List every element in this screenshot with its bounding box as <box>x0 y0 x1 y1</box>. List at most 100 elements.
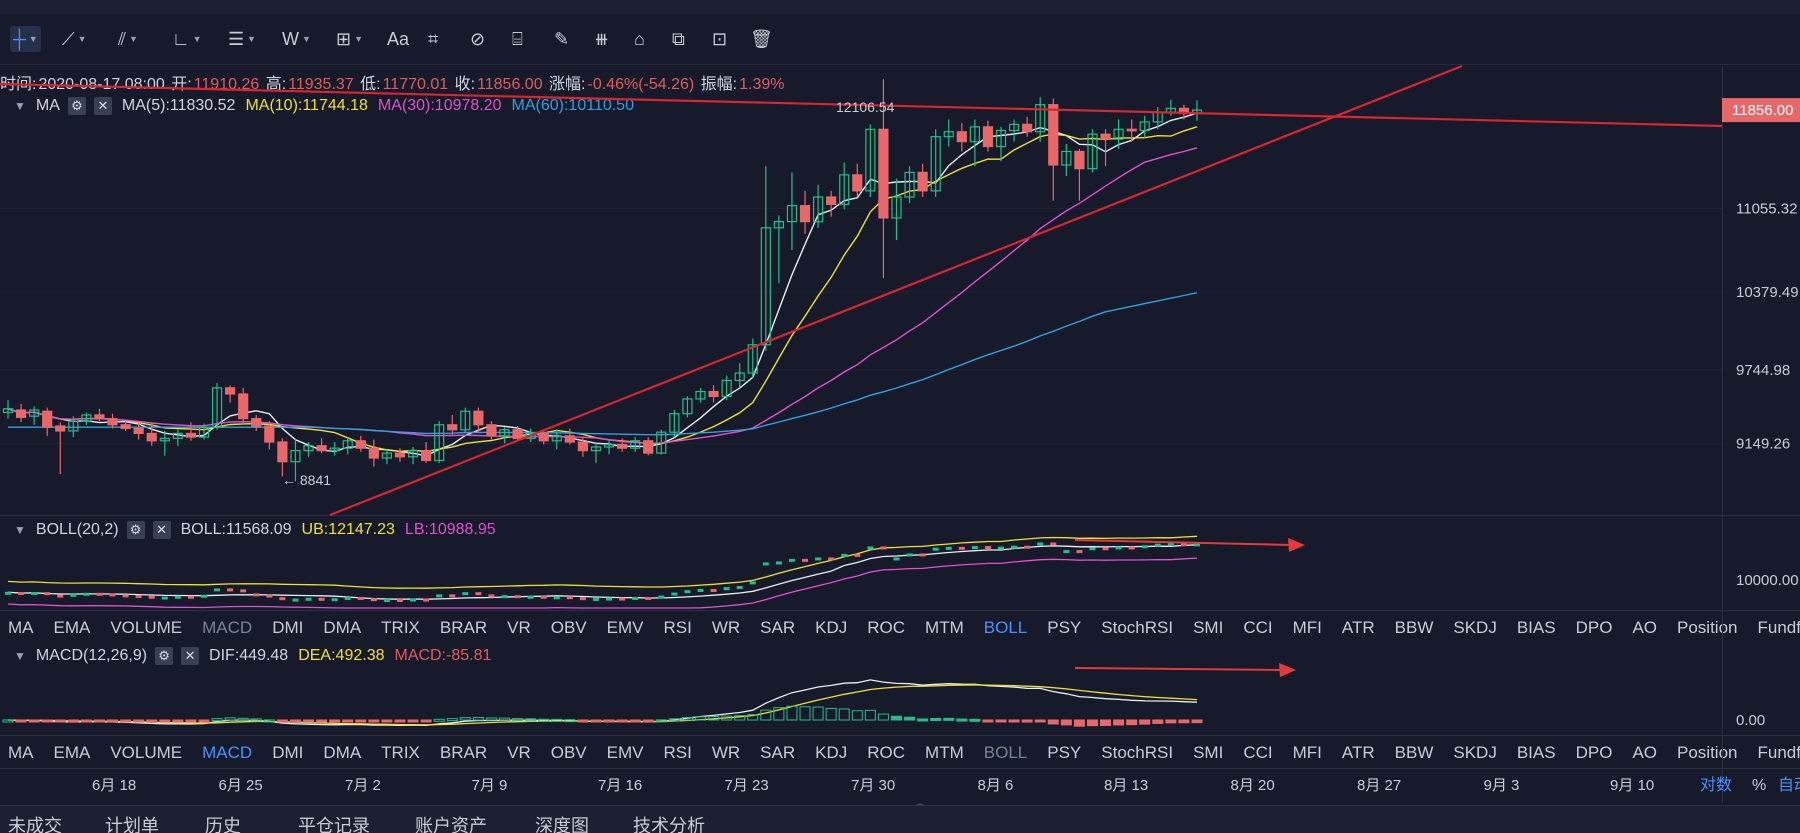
indicator-tab-kdj[interactable]: KDJ <box>815 618 848 637</box>
indicator-tab-mtm[interactable]: MTM <box>925 743 964 762</box>
indicator-tab-brar[interactable]: BRAR <box>439 743 488 762</box>
indicator-tab-sar[interactable]: SAR <box>760 618 796 637</box>
indicator-tab-dpo[interactable]: DPO <box>1575 618 1613 637</box>
fib-tool-icon[interactable]: ☰ ▼ <box>228 26 256 52</box>
macd-settings-icon[interactable]: ⚙ <box>155 647 174 665</box>
indicator-tab-emv[interactable]: EMV <box>606 618 644 637</box>
collapse-macd-icon[interactable]: ▼ <box>14 649 26 663</box>
indicator-tab-wr[interactable]: WR <box>711 618 741 637</box>
lock-tool-icon[interactable]: ⌂ <box>634 26 645 52</box>
bottom-tab-6[interactable]: 技术分析 <box>633 816 705 833</box>
indicator-tab-atr[interactable]: ATR <box>1341 743 1375 762</box>
indicator-tab-ema[interactable]: EMA <box>53 743 91 762</box>
indicator-tab-dmi[interactable]: DMI <box>272 743 304 762</box>
bottom-tab-0[interactable]: 未成交 <box>8 816 62 833</box>
bottom-tab-1[interactable]: 计划单 <box>105 816 159 833</box>
bottom-tab-2[interactable]: 历史 <box>205 816 241 833</box>
boll-close-icon[interactable]: ✕ <box>152 521 171 539</box>
indicator-tab-skdj[interactable]: SKDJ <box>1453 618 1497 637</box>
indicator-tab-ema[interactable]: EMA <box>53 618 91 637</box>
ma-settings-icon[interactable]: ⚙ <box>67 97 86 115</box>
copy-tool-icon[interactable]: ⧉ <box>672 26 685 52</box>
bottom-tab-3[interactable]: 平仓记录 <box>298 816 370 833</box>
indicator-tab-obv[interactable]: OBV <box>550 743 587 762</box>
angle-tool-icon[interactable]: ∟ ▼ <box>172 26 202 52</box>
collapse-ma-icon[interactable]: ▼ <box>14 99 26 113</box>
indicator-tab-macd[interactable]: MACD <box>202 743 253 762</box>
indicator-tab-psy[interactable]: PSY <box>1047 618 1082 637</box>
visibility-tool-icon[interactable]: ⊡ <box>712 26 727 52</box>
indicator-tab-ma[interactable]: MA <box>8 618 34 637</box>
indicator-tab-dmi[interactable]: DMI <box>272 618 304 637</box>
indicator-tab-bbw[interactable]: BBW <box>1394 618 1434 637</box>
indicator-tab-mfi[interactable]: MFI <box>1292 618 1322 637</box>
boll-settings-icon[interactable]: ⚙ <box>126 521 145 539</box>
indicator-tab-mtm[interactable]: MTM <box>925 618 964 637</box>
indicator-tab-macd[interactable]: MACD <box>202 618 253 637</box>
indicator-tab-mfi[interactable]: MFI <box>1292 743 1322 762</box>
pen-tool-icon[interactable]: ✎ <box>554 26 569 52</box>
brush-tool-icon[interactable]: ⊘ <box>470 26 485 52</box>
indicator-tab-dma[interactable]: DMA <box>323 743 362 762</box>
indicator-tab-bbw[interactable]: BBW <box>1394 743 1434 762</box>
indicator-tab-fundflow[interactable]: Fundflow <box>1757 618 1800 637</box>
indicator-tab-wr[interactable]: WR <box>711 743 741 762</box>
indicator-tab-stochrsi[interactable]: StochRSI <box>1101 743 1174 762</box>
candle-body <box>68 420 79 432</box>
indicator-tab-vr[interactable]: VR <box>507 743 531 762</box>
indicator-tab-rsi[interactable]: RSI <box>663 743 692 762</box>
indicator-tab-ma[interactable]: MA <box>8 743 34 762</box>
macd-close-icon[interactable]: ✕ <box>181 647 200 665</box>
indicator-tab-ao[interactable]: AO <box>1632 618 1657 637</box>
indicator-tab-vr[interactable]: VR <box>507 618 531 637</box>
indicator-tab-bias[interactable]: BIAS <box>1516 618 1556 637</box>
indicator-tab-dma[interactable]: DMA <box>323 618 362 637</box>
indicator-tab-roc[interactable]: ROC <box>867 618 906 637</box>
indicator-tab-brar[interactable]: BRAR <box>439 618 488 637</box>
measure-tool-icon[interactable]: ⊞ ▼ <box>336 26 363 52</box>
indicator-tab-skdj[interactable]: SKDJ <box>1453 743 1497 762</box>
indicator-tab-sar[interactable]: SAR <box>760 743 796 762</box>
indicator-tab-fundflow[interactable]: Fundflow <box>1757 743 1800 762</box>
indicator-tab-trix[interactable]: TRIX <box>381 743 420 762</box>
indicator-tab-psy[interactable]: PSY <box>1047 743 1082 762</box>
candle <box>917 163 928 198</box>
text-tool-icon[interactable]: Aa <box>387 26 409 52</box>
candle <box>1061 144 1072 177</box>
ma-close-icon[interactable]: ✕ <box>93 97 112 115</box>
axis-option-log[interactable]: 对数 <box>1700 776 1732 794</box>
indicator-tab-roc[interactable]: ROC <box>867 743 906 762</box>
ruler-tool-icon[interactable]: ⌸ <box>512 26 523 52</box>
indicator-tab-trix[interactable]: TRIX <box>381 618 420 637</box>
indicator-tab-smi[interactable]: SMI <box>1193 618 1224 637</box>
indicator-tab-bias[interactable]: BIAS <box>1516 743 1556 762</box>
indicator-tab-emv[interactable]: EMV <box>606 743 644 762</box>
bottom-tab-5[interactable]: 深度图 <box>535 816 589 833</box>
indicator-tab-volume[interactable]: VOLUME <box>110 618 183 637</box>
axis-option-percent[interactable]: % <box>1752 777 1766 794</box>
pattern-tool-icon[interactable]: ⌗ <box>428 26 438 52</box>
indicator-tab-cci[interactable]: CCI <box>1243 743 1273 762</box>
indicator-tab-boll[interactable]: BOLL <box>983 743 1028 762</box>
line-tool-icon[interactable]: ⟋ ▼ <box>62 26 87 52</box>
indicator-tab-atr[interactable]: ATR <box>1341 618 1375 637</box>
indicator-tab-boll[interactable]: BOLL <box>983 618 1028 637</box>
candlestick-chart[interactable]: 11055.32 10379.49 9744.98 9149.26 12106.54 ← … <box>0 0 1800 805</box>
multi-line-tool-icon[interactable]: ⫽ ▼ <box>118 26 138 52</box>
axis-option-auto[interactable]: 自动 <box>1778 776 1800 794</box>
bottom-tab-4[interactable]: 账户资产 <box>415 816 487 833</box>
magnet-tool-icon[interactable]: ⧻ <box>594 26 609 52</box>
indicator-tab-ao[interactable]: AO <box>1632 743 1657 762</box>
indicator-tab-volume[interactable]: VOLUME <box>110 743 183 762</box>
crosshair-tool-icon[interactable]: ┼ ▼ <box>10 26 41 52</box>
indicator-tab-dpo[interactable]: DPO <box>1575 743 1613 762</box>
indicator-tab-obv[interactable]: OBV <box>550 618 587 637</box>
delete-tool-icon[interactable]: 🗑 <box>750 26 773 52</box>
collapse-boll-icon[interactable]: ▼ <box>14 523 26 537</box>
indicator-tab-rsi[interactable]: RSI <box>663 618 692 637</box>
indicator-tab-stochrsi[interactable]: StochRSI <box>1101 618 1174 637</box>
wave-tool-icon[interactable]: W ▼ <box>282 26 311 52</box>
indicator-tab-kdj[interactable]: KDJ <box>815 743 848 762</box>
indicator-tab-cci[interactable]: CCI <box>1243 618 1273 637</box>
indicator-tab-smi[interactable]: SMI <box>1193 743 1224 762</box>
